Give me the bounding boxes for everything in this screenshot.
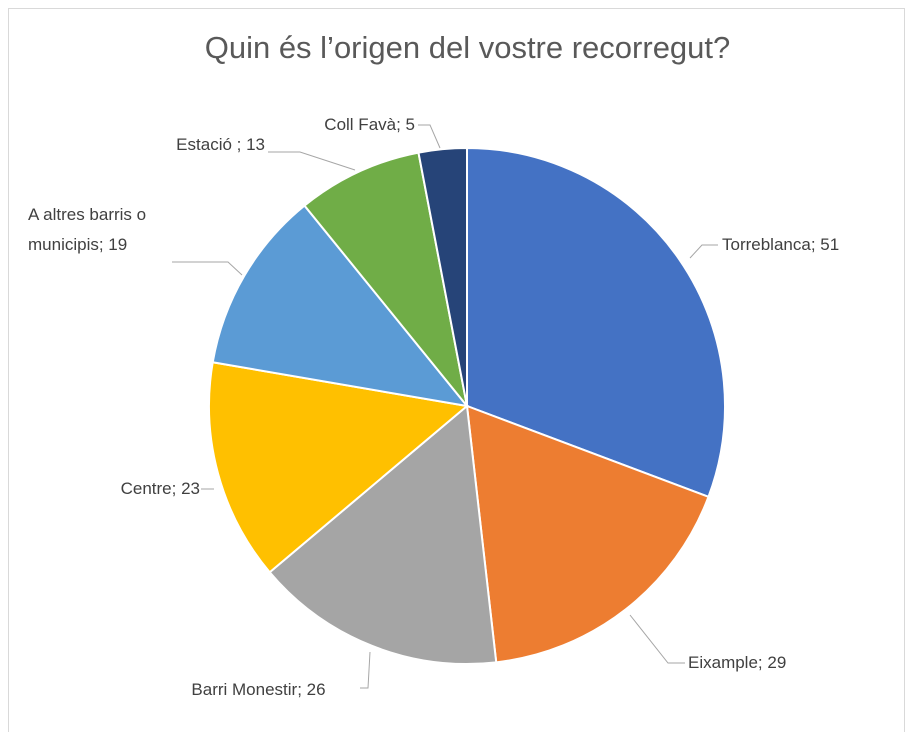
pie-slice xyxy=(466,146,726,499)
data-label: Coll Favà; 5 xyxy=(324,115,415,134)
pie-slice xyxy=(465,404,710,664)
pie-slice xyxy=(417,146,468,407)
data-label: Centre; 23 xyxy=(120,479,200,498)
data-label: Torreblanca; 51 xyxy=(722,235,840,254)
pie-slice xyxy=(268,404,498,665)
leader-line xyxy=(268,151,356,171)
data-label: Eixample; 29 xyxy=(688,653,787,672)
pie-slice xyxy=(303,151,468,407)
data-label: Estació ; 13 xyxy=(176,135,265,154)
data-label: A altres barris o municipis; 19 xyxy=(28,205,147,254)
chart-title: Quin és l’origen del vostre recorregut? xyxy=(204,30,731,65)
leader-line xyxy=(418,124,441,149)
data-label: Barri Monestir; 26 xyxy=(191,680,326,699)
leader-line xyxy=(172,261,243,276)
leader-line xyxy=(689,244,718,259)
pie-slice xyxy=(211,204,470,408)
leader-line xyxy=(629,614,685,664)
pie-slice xyxy=(208,361,470,574)
leader-line xyxy=(360,651,371,689)
